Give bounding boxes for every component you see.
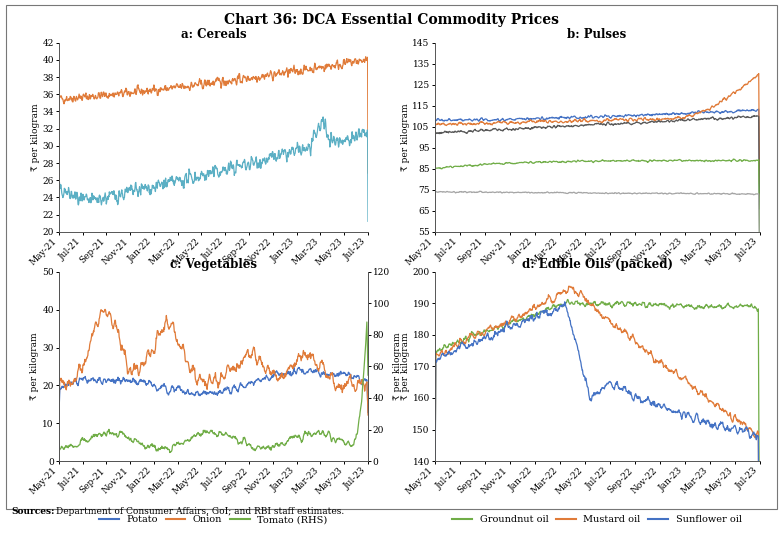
Text: Department of Consumer Affairs, GoI; and RBI staff estimates.: Department of Consumer Affairs, GoI; and… (56, 507, 345, 516)
Legend: Groundnut oil, Mustard oil, Sunflower oil: Groundnut oil, Mustard oil, Sunflower oi… (449, 511, 745, 528)
Y-axis label: ₹ per kilogram: ₹ per kilogram (401, 103, 410, 171)
Y-axis label: ₹ per kilogram: ₹ per kilogram (31, 103, 40, 171)
Y-axis label: ₹ per kilogram: ₹ per kilogram (393, 333, 402, 400)
Title: c: Vegetables: c: Vegetables (170, 257, 257, 271)
Text: Sources:: Sources: (12, 507, 56, 516)
Text: Chart 36: DCA Essential Commodity Prices: Chart 36: DCA Essential Commodity Prices (224, 13, 559, 27)
Y-axis label: ₹ per kilogram: ₹ per kilogram (31, 333, 39, 400)
Legend: Potato, Onion, Tomato (RHS): Potato, Onion, Tomato (RHS) (96, 511, 331, 528)
Legend: Urad dal, Tur/ Arhar dal, Moong dal, Masoor dal, Gram dal: Urad dal, Tur/ Arhar dal, Moong dal, Mas… (458, 285, 736, 316)
Title: d: Edible Oils (packed): d: Edible Oils (packed) (521, 257, 673, 271)
Title: b: Pulses: b: Pulses (568, 28, 626, 42)
Y-axis label: ₹ per kilogram: ₹ per kilogram (401, 333, 410, 400)
Title: a: Cereals: a: Cereals (181, 28, 246, 42)
Legend: Rice, Wheat: Rice, Wheat (148, 282, 279, 299)
